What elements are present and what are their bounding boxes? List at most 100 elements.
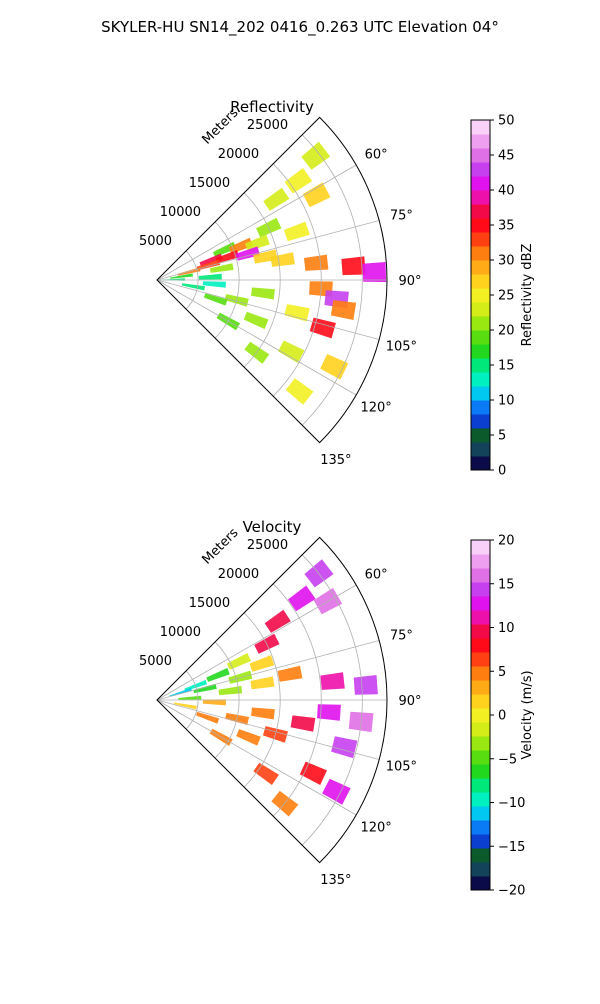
azimuth-gridline [156, 699, 380, 760]
colorbar-swatch [471, 680, 490, 695]
data-cell [284, 168, 313, 194]
colorbar-tick-label: −5 [498, 752, 517, 767]
data-cell [277, 665, 303, 682]
colorbar-swatch [471, 848, 490, 863]
azimuth-tick-label: 135° [320, 873, 351, 888]
data-cell [288, 585, 316, 612]
colorbar-swatch [471, 316, 490, 331]
azimuth-tick-label: 135° [320, 453, 351, 468]
colorbar-swatch [471, 302, 490, 317]
colorbar-swatch [471, 442, 490, 457]
azimuth-tick-label: 75° [390, 629, 413, 644]
colorbar-tick-label: −15 [498, 840, 525, 855]
colorbar-swatch [471, 330, 490, 345]
colorbar-tick-label: −10 [498, 796, 525, 811]
data-cell [278, 340, 305, 363]
colorbar-tick-label: 10 [498, 621, 515, 636]
azimuth-gridline [156, 164, 357, 281]
data-cell [178, 695, 202, 700]
colorbar-swatch [471, 358, 490, 373]
data-cell [341, 256, 366, 276]
data-cell [264, 609, 291, 633]
colorbar-swatch [471, 344, 490, 359]
colorbar-swatch [471, 624, 490, 639]
colorbar-swatch [471, 610, 490, 625]
colorbar-swatch [471, 288, 490, 303]
data-cell [196, 711, 220, 724]
colorbar-swatch [471, 862, 490, 877]
azimuth-tick-label: 60° [365, 568, 388, 583]
radial-tick-label: 10000 [160, 625, 201, 640]
colorbar-tick-label: 10 [498, 394, 515, 409]
data-cell [243, 311, 269, 330]
azimuth-tick-label: 60° [365, 148, 388, 163]
colorbar-swatch [471, 162, 490, 177]
sector-frame [156, 116, 388, 444]
colorbar-swatch [471, 134, 490, 149]
radial-tick-label: 25000 [247, 118, 288, 133]
data-cell [169, 273, 193, 279]
colorbar-swatch [471, 876, 490, 891]
data-cell [245, 234, 270, 252]
colorbar-swatch [471, 582, 490, 597]
radial-tick-label: 5000 [139, 234, 172, 249]
colorbar-swatch [471, 120, 490, 135]
velocity-panel: Velocity 60° 75° 90° 105° 120° 135° 5000 10000 15… [139, 518, 535, 899]
figure-suptitle: SKYLER-HU SN14_202 0416_0.263 UTC Elevat… [101, 18, 499, 37]
data-cell [199, 253, 223, 267]
colorbar-swatch [471, 232, 490, 247]
colorbar-swatch [471, 372, 490, 387]
colorbar-swatch [471, 540, 490, 555]
azimuth-tick-label: 105° [386, 759, 417, 774]
data-cell [290, 715, 316, 732]
radial-tick-label: 10000 [160, 205, 201, 220]
colorbar-swatch [471, 218, 490, 233]
data-cell [236, 729, 261, 746]
colorbar-tick-label: 15 [498, 577, 515, 592]
colorbar-tick-label: 20 [498, 534, 515, 549]
colorbar-swatch [471, 204, 490, 219]
data-cell [203, 293, 228, 306]
data-cell [302, 182, 331, 208]
radial-tick-label: 20000 [218, 147, 259, 162]
colorbar-swatch [471, 638, 490, 653]
colorbar: −20 −15 −10 −5 0 5 10 15 20 Velocity (m/s) [470, 534, 535, 899]
data-cell [283, 221, 310, 242]
data-cell [209, 263, 234, 273]
colorbar: 0 5 10 15 20 25 30 35 40 45 50 Reflectivity dBZ [470, 114, 535, 479]
data-cell [206, 668, 230, 682]
data-cell [317, 704, 341, 721]
data-cell [309, 317, 336, 339]
colorbar-tick-label: 20 [498, 324, 515, 339]
colorbar-swatch [471, 806, 490, 821]
colorbar-swatch [471, 820, 490, 835]
colorbar-label: Reflectivity dBZ [520, 244, 535, 347]
colorbar-swatch [471, 568, 490, 583]
radial-tick-label: 25000 [247, 538, 288, 553]
colorbar-swatch [471, 274, 490, 289]
colorbar-swatch [471, 456, 490, 471]
azimuth-gridline [156, 699, 357, 816]
data-cell [226, 653, 252, 670]
azimuth-tick-label: 120° [360, 821, 391, 836]
reflectivity-panel: Reflectivity60°75°90°105°120°135°5000100… [139, 98, 535, 479]
data-cell [362, 262, 387, 282]
data-cell [215, 250, 240, 264]
colorbar-tick-label: 50 [498, 114, 515, 129]
colorbar-tick-label: −20 [498, 884, 525, 899]
panel-title: Reflectivity [230, 98, 314, 116]
colorbar-tick-label: 0 [498, 464, 506, 479]
colorbar-tick-label: 5 [498, 429, 506, 444]
radial-tick-label: 20000 [218, 567, 259, 582]
azimuth-gridline [156, 220, 380, 281]
colorbar-swatch [471, 666, 490, 681]
colorbar-swatch [471, 176, 490, 191]
colorbar-swatch [471, 694, 490, 709]
data-cell [304, 254, 329, 271]
data-cells [169, 559, 378, 817]
colorbar-tick-label: 15 [498, 359, 515, 374]
colorbar-swatch [471, 722, 490, 737]
colorbar-swatch [471, 736, 490, 751]
azimuth-gridline [156, 279, 357, 396]
